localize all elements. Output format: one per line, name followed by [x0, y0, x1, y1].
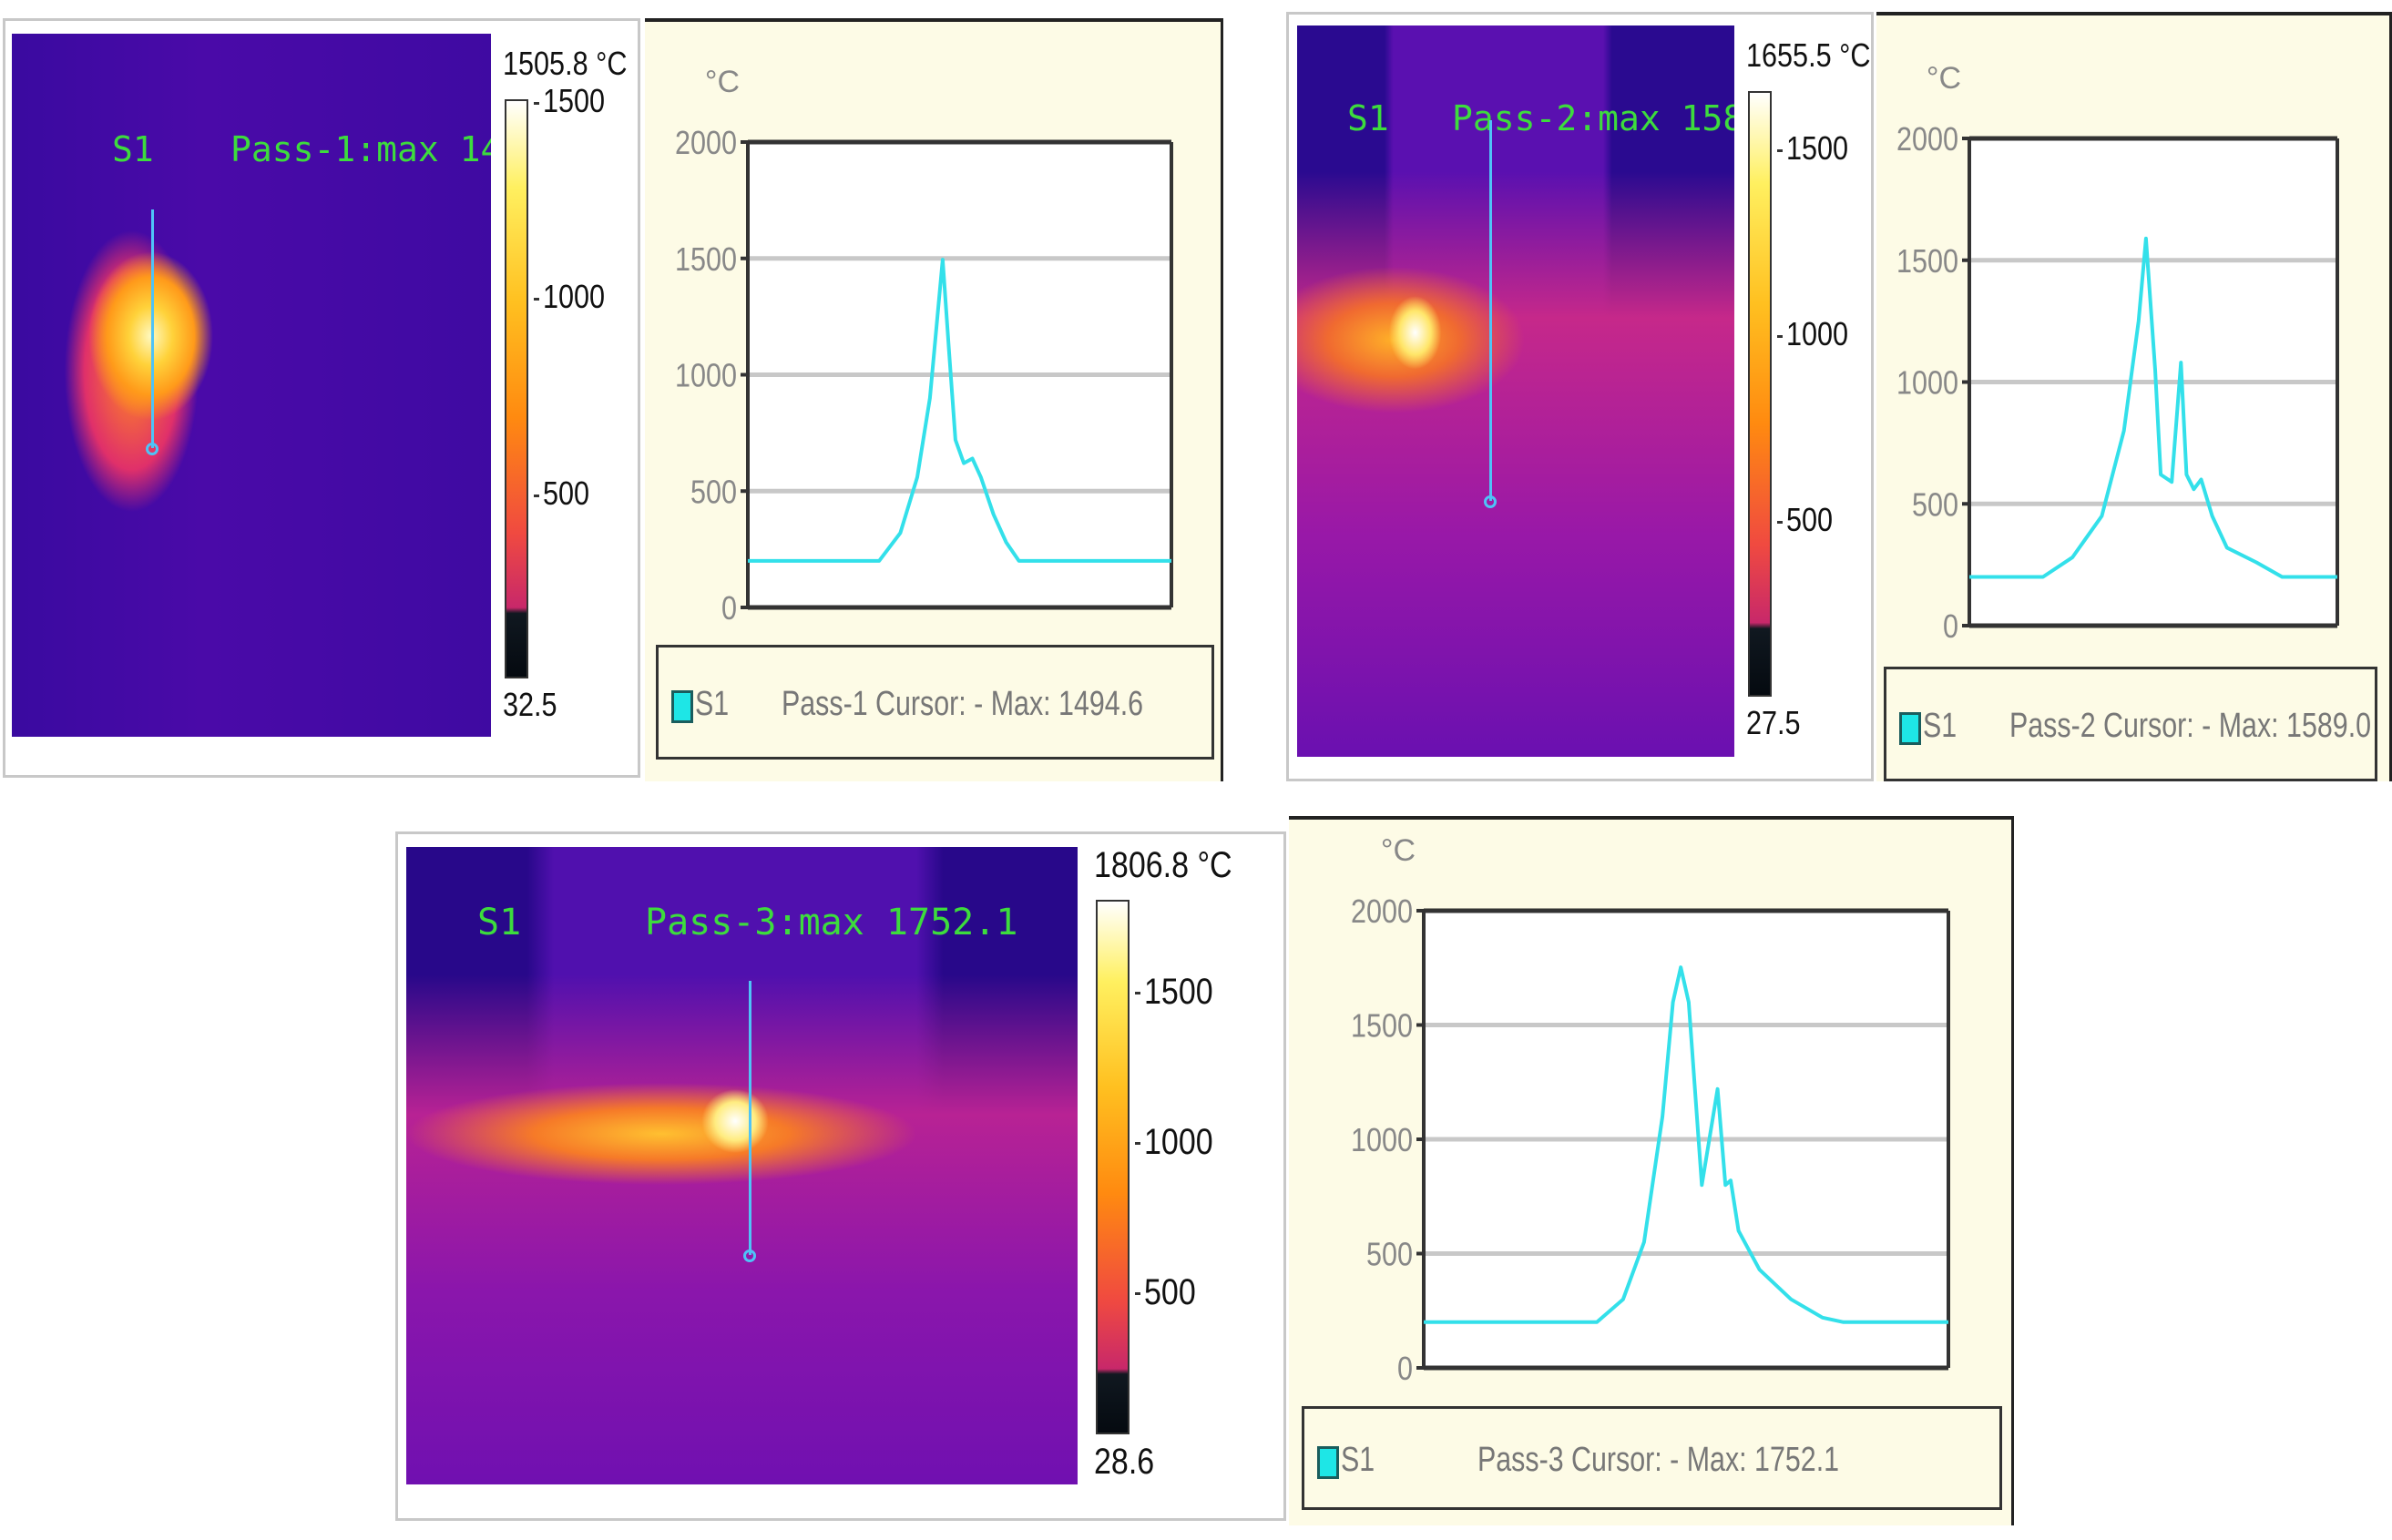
- y-tick-label: 1000: [675, 357, 737, 394]
- scale-tick-label: 1000: [1144, 1122, 1213, 1163]
- y-tick-label: 1500: [675, 240, 737, 278]
- legend-series-name: S1: [1341, 1441, 1375, 1479]
- y-tick-label: 1000: [1896, 364, 1958, 402]
- max-temperature-label: Pass-2:max 1589.0: [1452, 98, 1734, 138]
- temperature-profile-chart: 0 500 1000 1500 2000 °C: [1896, 61, 2339, 645]
- y-tick-label: 2000: [1896, 120, 1958, 158]
- scale-tick: [1135, 1142, 1140, 1146]
- y-tick-label: 1000: [1351, 1121, 1413, 1158]
- color-scale-bar: [1748, 91, 1772, 697]
- y-axis-unit-label: °C: [705, 65, 740, 99]
- profile-line[interactable]: [748, 981, 751, 1255]
- y-tick-label: 1500: [1351, 1007, 1413, 1045]
- max-temperature-label: Pass-3:max 1752.1: [645, 902, 1018, 943]
- scale-tick-label: 1000: [543, 278, 606, 316]
- scale-tick-label: 1500: [1786, 128, 1849, 167]
- scale-max-label: 1806.8 °C: [1094, 845, 1232, 885]
- legend-series-name: S1: [695, 685, 730, 723]
- scale-tick: [1135, 1292, 1140, 1296]
- y-axis-unit-label: °C: [1381, 833, 1416, 868]
- series-line-s1: [748, 258, 1171, 563]
- y-tick-label: 0: [1397, 1350, 1413, 1387]
- scale-tick-label: 500: [1786, 500, 1834, 538]
- chart-legend: S1 Pass-2 Cursor: - Max: 1589.0: [1884, 667, 2377, 781]
- y-tick-label: 0: [1943, 607, 1958, 645]
- series-line-s1: [1424, 965, 1948, 1324]
- temperature-profile-chart: 0 500 1000 1500 2000 °C: [1351, 833, 1950, 1387]
- scale-tick: [1777, 334, 1783, 338]
- y-tick-label: 0: [721, 589, 737, 627]
- profile-line-handle[interactable]: [1484, 495, 1498, 508]
- scale-tick: [1777, 148, 1783, 152]
- scale-min-label: 27.5: [1746, 704, 1801, 741]
- y-tick-label: 2000: [675, 124, 737, 161]
- series-line-s1: [1969, 236, 2337, 579]
- spot-label: S1: [1347, 98, 1389, 138]
- scale-tick: [534, 298, 539, 301]
- scale-tick: [534, 101, 539, 105]
- legend-cursor-text: Pass-1 Cursor: - Max: 1494.6: [782, 685, 1144, 723]
- y-tick-label: 500: [1912, 485, 1958, 523]
- y-tick-label: 2000: [1351, 892, 1413, 930]
- color-scale-bar: [1096, 900, 1130, 1434]
- spot-label: S1: [112, 129, 154, 169]
- scale-tick: [1777, 520, 1783, 524]
- legend-swatch-s1: [1317, 1446, 1339, 1479]
- thermal-image: S1 Pass-3:max 1752.1: [406, 847, 1078, 1484]
- y-tick-label: 500: [1366, 1236, 1413, 1273]
- max-temperature-label: Pass-1:max 1494.6: [230, 129, 491, 169]
- y-tick-label: 500: [690, 473, 737, 510]
- legend-series-name: S1: [1923, 707, 1958, 745]
- legend-swatch-s1: [1899, 712, 1921, 745]
- scale-tick-label: 500: [543, 474, 590, 513]
- profile-line[interactable]: [1489, 120, 1493, 501]
- scale-min-label: 32.5: [503, 686, 557, 723]
- color-scale-bar: [505, 99, 528, 678]
- scale-max-label: 1505.8 °C: [503, 45, 628, 82]
- spot-label: S1: [477, 902, 522, 943]
- profile-line[interactable]: [150, 209, 154, 449]
- y-axis-unit-label: °C: [1927, 61, 1961, 96]
- scale-tick-label: 500: [1144, 1272, 1196, 1313]
- thermal-image: S1 Pass-2:max 1589.0: [1297, 25, 1734, 757]
- profile-line-handle[interactable]: [742, 1249, 756, 1262]
- temperature-profile-chart: 0 500 1000 1500 2000 °C: [675, 65, 1173, 627]
- scale-tick-label: 1000: [1786, 314, 1849, 352]
- scale-tick-label: 1500: [1144, 972, 1213, 1013]
- scale-tick: [1135, 992, 1140, 995]
- scale-tick: [534, 495, 539, 498]
- thermal-image: S1 Pass-1:max 1494.6: [12, 34, 491, 737]
- scale-min-label: 28.6: [1094, 1442, 1155, 1482]
- chart-legend: S1 Pass-3 Cursor: - Max: 1752.1: [1302, 1406, 2002, 1510]
- legend-swatch-s1: [671, 690, 693, 723]
- scale-tick-label: 1500: [543, 81, 606, 119]
- profile-line-handle[interactable]: [145, 443, 158, 456]
- legend-cursor-text: Pass-3 Cursor: - Max: 1752.1: [1477, 1441, 1840, 1479]
- y-tick-label: 1500: [1896, 242, 1958, 280]
- legend-cursor-text: Pass-2 Cursor: - Max: 1589.0: [2009, 707, 2372, 745]
- scale-max-label: 1655.5 °C: [1746, 36, 1871, 74]
- chart-legend: S1 Pass-1 Cursor: - Max: 1494.6: [656, 645, 1214, 760]
